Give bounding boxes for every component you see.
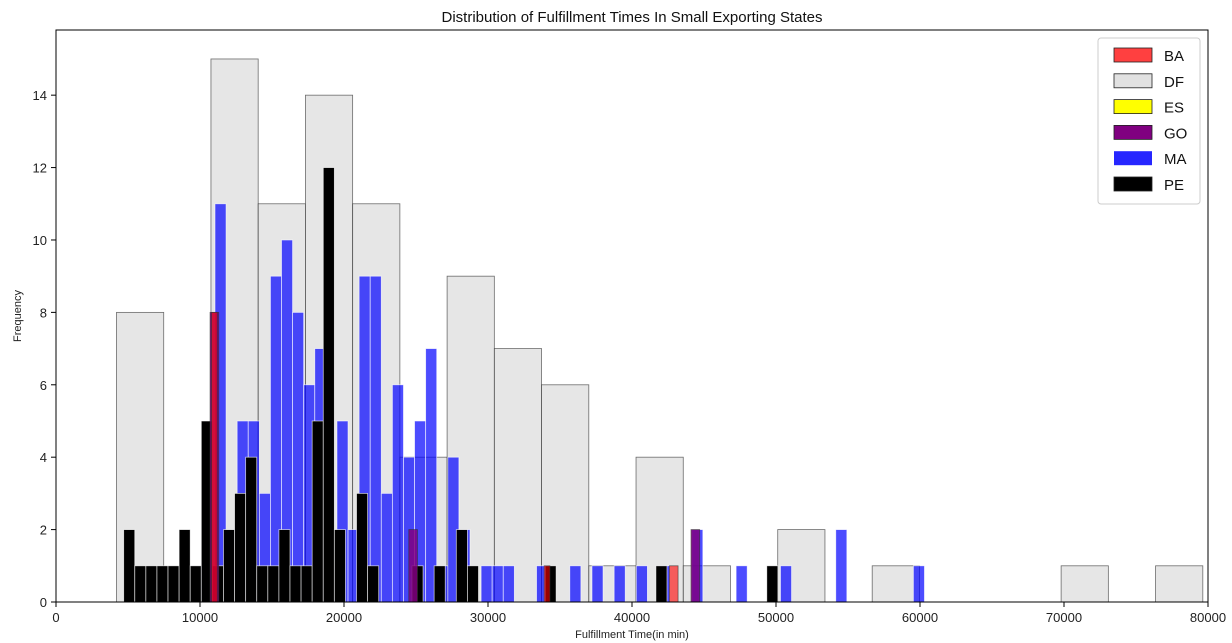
- bar-ma-16: [380, 492, 393, 603]
- bar-df-14: [1060, 565, 1109, 603]
- x-tick-label: 30000: [470, 610, 506, 625]
- y-tick-label: 2: [40, 523, 47, 538]
- y-tick-label: 0: [40, 595, 47, 610]
- bar-pe-12: [256, 565, 269, 603]
- bar-pe-18: [322, 167, 335, 603]
- bar-df-7: [493, 348, 542, 603]
- bar-ma-36: [835, 529, 848, 603]
- bar-pe-9: [223, 529, 235, 603]
- bar-ba-2: [669, 565, 679, 603]
- bar-pe-20: [356, 492, 369, 603]
- legend-swatch-pe: [1113, 176, 1153, 192]
- bar-ma-29: [591, 565, 604, 603]
- bar-go-1: [408, 529, 418, 603]
- bar-go-2: [690, 529, 701, 603]
- bar-ma-31: [635, 565, 648, 603]
- bar-pe-13: [267, 565, 280, 603]
- bar-pe-6: [189, 565, 202, 603]
- y-tick-label: 12: [33, 161, 47, 176]
- bar-ma-24: [480, 565, 493, 603]
- x-tick-label: 20000: [326, 610, 362, 625]
- bar-ma-35: [780, 565, 792, 603]
- y-tick-label: 4: [40, 450, 47, 465]
- x-tick-label: 0: [52, 610, 59, 625]
- bar-pe-23: [433, 565, 446, 603]
- bar-pe-19: [333, 529, 346, 603]
- chart-title: Distribution of Fulfillment Times In Sma…: [442, 9, 823, 26]
- legend: BA DF ES GO MA PE: [1097, 37, 1201, 205]
- y-tick-label: 6: [40, 378, 47, 393]
- bar-pe-27: [655, 565, 668, 603]
- legend-swatch-go: [1113, 125, 1153, 140]
- bar-df-15: [1155, 565, 1204, 603]
- x-axis-label: Fulfillment Time(in min): [575, 629, 689, 641]
- legend-label-ba: BA: [1164, 48, 1184, 65]
- legend-label-df: DF: [1164, 74, 1184, 91]
- bar-ma-26: [502, 565, 515, 603]
- bar-pe-21: [367, 565, 380, 603]
- legend-label-go: GO: [1164, 125, 1187, 142]
- bar-ma-37: [912, 565, 925, 603]
- x-tick-label: 40000: [614, 610, 650, 625]
- bar-pe-24: [455, 529, 468, 603]
- bar-ba-1: [543, 565, 551, 603]
- bar-ma-30: [613, 565, 626, 603]
- bar-ba-0: [211, 311, 218, 603]
- legend-label-es: ES: [1164, 100, 1184, 117]
- y-tick-label: 14: [33, 88, 47, 103]
- bar-pe-17: [311, 420, 324, 603]
- y-axis-label: Frequency: [12, 290, 24, 342]
- bar-ma-15: [369, 275, 382, 603]
- bar-pe-4: [167, 565, 180, 603]
- bar-pe-1: [134, 565, 147, 603]
- bar-pe-2: [145, 565, 158, 603]
- y-tick-label: 10: [33, 233, 47, 248]
- bar-df-11: [682, 565, 731, 603]
- bars-layer: [116, 58, 1204, 603]
- bar-pe-10: [234, 492, 247, 603]
- bar-pe-15: [289, 565, 302, 603]
- x-axis-ticks: 0 10000 20000 30000 40000 50000 60000 70000 8000…: [52, 602, 1226, 625]
- x-tick-label: 70000: [1046, 610, 1082, 625]
- legend-label-ma: MA: [1164, 151, 1187, 168]
- x-tick-label: 60000: [902, 610, 938, 625]
- legend-swatch-es: [1113, 99, 1153, 114]
- bar-pe-5: [178, 529, 191, 603]
- bar-ma-34: [735, 565, 748, 603]
- bar-pe-16: [300, 565, 313, 603]
- bar-pe-3: [156, 565, 169, 603]
- bar-ma-17: [391, 384, 404, 603]
- x-tick-label: 50000: [758, 610, 794, 625]
- legend-label-pe: PE: [1164, 177, 1184, 194]
- bar-pe-11: [245, 456, 258, 603]
- x-tick-label: 80000: [1190, 610, 1226, 625]
- y-axis-ticks: 0 2 4 6 8 10 12 14: [33, 88, 56, 610]
- bar-df-13: [871, 565, 920, 603]
- series-pe: [123, 167, 779, 603]
- legend-swatch-df: [1113, 73, 1153, 89]
- bar-pe-25: [467, 565, 479, 603]
- legend-swatch-ma: [1114, 151, 1152, 166]
- bar-ma-8: [292, 311, 305, 603]
- bar-pe-0: [123, 529, 136, 603]
- y-tick-label: 8: [40, 305, 47, 320]
- bar-ma-20: [425, 348, 438, 603]
- x-tick-label: 10000: [182, 610, 218, 625]
- bar-pe-14: [278, 529, 291, 603]
- bar-ma-28: [569, 565, 582, 603]
- bar-ma-25: [491, 565, 504, 603]
- bar-pe-28: [766, 565, 779, 603]
- legend-swatch-ba: [1113, 47, 1153, 63]
